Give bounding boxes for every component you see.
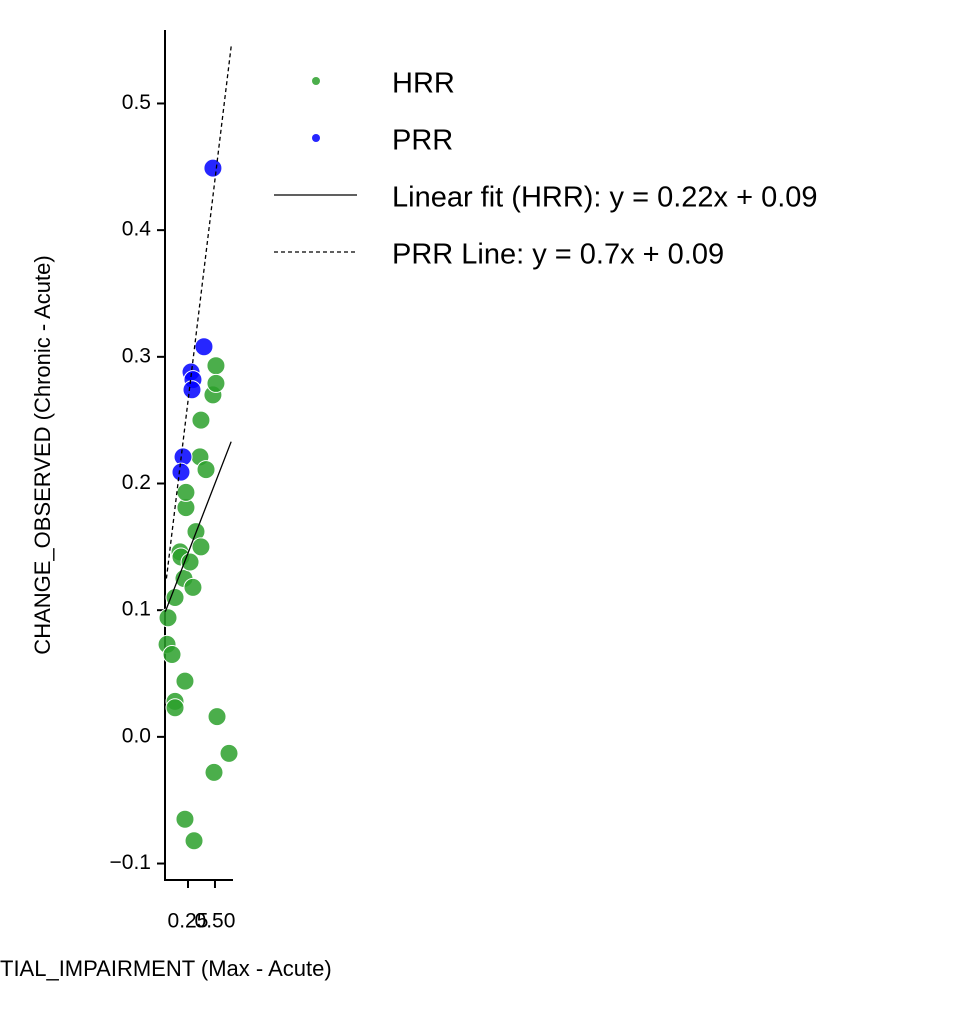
point xyxy=(191,410,211,430)
fit-line xyxy=(165,46,232,579)
point xyxy=(183,577,203,597)
y-tick-label: 0.1 xyxy=(122,598,151,621)
point xyxy=(165,698,185,718)
y-tick-label: −0.1 xyxy=(110,851,151,874)
point xyxy=(165,588,185,608)
x-tick-label: 0.25 xyxy=(168,910,209,933)
y-tick-label: 0.0 xyxy=(122,724,151,747)
y-tick-label: 0.5 xyxy=(122,91,151,114)
legend-label: PRR Line: y = 0.7x + 0.09 xyxy=(392,239,724,271)
y-axis-label: CHANGE_OBSERVED (Chronic - Acute) xyxy=(30,255,55,654)
point xyxy=(203,158,223,178)
legend-label: HRR xyxy=(392,68,455,100)
point xyxy=(180,552,200,572)
y-tick-label: 0.2 xyxy=(122,471,151,494)
legend-label: Linear fit (HRR): y = 0.22x + 0.09 xyxy=(392,182,818,214)
point xyxy=(175,671,195,691)
x-axis-label: TIAL_IMPAIRMENT (Max - Acute) xyxy=(0,956,332,981)
y-tick-label: 0.4 xyxy=(122,218,152,241)
point xyxy=(175,809,195,829)
point xyxy=(194,337,214,357)
point xyxy=(184,831,204,851)
y-tick-label: 0.3 xyxy=(122,344,151,367)
point xyxy=(196,460,216,480)
point xyxy=(206,373,226,393)
point xyxy=(162,645,182,665)
fit-line xyxy=(164,441,232,612)
legend-label: PRR xyxy=(392,125,453,157)
x-tick-label: 0.50 xyxy=(195,910,236,933)
legend-marker xyxy=(312,77,320,85)
point xyxy=(171,462,191,482)
point xyxy=(158,608,178,628)
point xyxy=(182,380,202,400)
point xyxy=(191,537,211,557)
point xyxy=(204,762,224,782)
point xyxy=(176,482,196,502)
point xyxy=(206,356,226,376)
legend-marker xyxy=(312,134,320,142)
point xyxy=(219,743,239,763)
point xyxy=(207,707,227,727)
